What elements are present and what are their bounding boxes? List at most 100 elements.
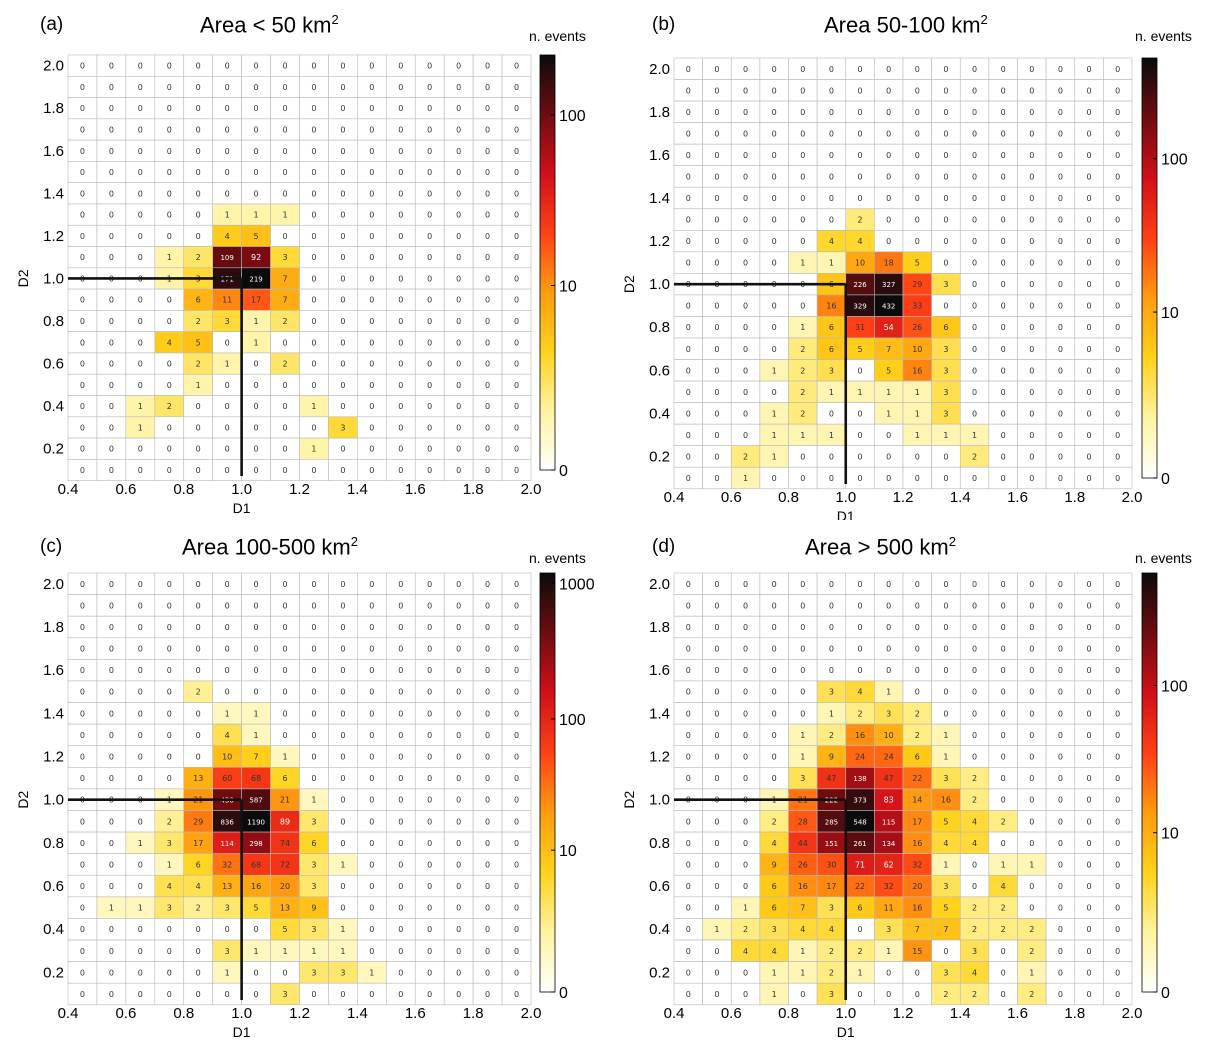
cell-count-label: 0 [196,968,201,977]
y-tick-label: 1.8 [43,619,64,636]
cell-count-label: 0 [225,601,230,610]
cell-count-label: 2 [800,345,805,354]
cell-count-label: 9 [772,860,777,869]
cell-count-label: 20 [912,882,922,891]
cell-count-label: 0 [254,968,259,977]
cell-count-label: 3 [886,709,891,718]
cell-count-label: 7 [943,925,948,934]
cell-count-label: 0 [686,904,691,913]
cell-count-label: 0 [254,62,259,71]
cell-count-label: 0 [196,947,201,956]
cell-count-label: 0 [340,296,345,305]
cell-count-label: 1 [254,709,259,718]
cell-count-label: 0 [1115,237,1120,246]
cell-count-label: 0 [1001,709,1006,718]
cell-count-label: 0 [772,323,777,332]
cell-count-label: 0 [686,452,691,461]
cell-count-label: 0 [1087,904,1092,913]
cell-count-label: 0 [80,253,85,262]
cell-count-label: 0 [915,601,920,610]
cell-count-label: 0 [311,125,316,134]
cell-count-label: 0 [972,237,977,246]
cell-count-label: 0 [743,302,748,311]
cell-count-label: 1 [858,388,863,397]
cell-count-label: 2 [972,904,977,913]
cell-count-label: 0 [1087,753,1092,762]
cell-count-label: 0 [1087,580,1092,589]
cell-count-label: 0 [340,253,345,262]
cell-count-label: 0 [254,445,259,454]
cell-count-label: 1 [800,968,805,977]
x-tick-label: 0.6 [721,1005,742,1022]
cell-count-label: 0 [282,125,287,134]
cell-count-label: 0 [886,129,891,138]
cell-count-label: 0 [427,317,432,326]
cell-count-label: 0 [1029,388,1034,397]
cell-count-label: 1 [167,860,172,869]
cell-count-label: 0 [485,423,490,432]
cell-count-label: 0 [1001,172,1006,181]
cell-count-label: 0 [369,580,374,589]
cell-count-label: 0 [109,580,114,589]
cell-count-label: 0 [943,172,948,181]
cell-count-label: 0 [427,381,432,390]
cell-count-label: 0 [886,580,891,589]
cell-count-label: 1 [886,409,891,418]
cell-count-label: 0 [772,388,777,397]
cell-count-label: 4 [972,968,977,977]
cell-count-label: 0 [282,731,287,740]
cell-count-label: 0 [398,338,403,347]
cell-count-label: 0 [1001,65,1006,74]
cell-count-label: 0 [456,968,461,977]
cell-count-label: 0 [743,709,748,718]
cell-count-label: 0 [456,731,461,740]
cell-count-label: 0 [427,253,432,262]
cell-count-label: 1 [1029,968,1034,977]
cell-count-label: 0 [743,108,748,117]
cell-count-label: 0 [1058,947,1063,956]
cell-count-label: 2 [829,968,834,977]
cell-count-label: 0 [714,904,719,913]
cell-count-label: 0 [369,688,374,697]
cell-count-label: 0 [369,904,374,913]
cell-count-label: 0 [714,65,719,74]
cell-count-label: 0 [196,601,201,610]
cell-count-label: 2 [858,216,863,225]
cell-count-label: 0 [1058,774,1063,783]
cell-count-label: 0 [167,211,172,220]
cell-count-label: 0 [743,345,748,354]
cell-count-label: 0 [1001,580,1006,589]
cell-count-label: 0 [514,947,519,956]
cell-count-label: 0 [369,168,374,177]
cell-count-label: 0 [398,645,403,654]
cell-count-label: 0 [485,189,490,198]
cell-count-label: 0 [167,168,172,177]
cell-count-label: 0 [714,817,719,826]
cell-count-label: 0 [340,147,345,156]
cell-count-label: 0 [109,968,114,977]
y-tick-label: 1.0 [649,792,670,809]
cell-count-label: 2 [1001,904,1006,913]
cell-count-label: 0 [456,817,461,826]
cell-count-label: 0 [340,125,345,134]
cell-count-label: 0 [800,108,805,117]
cell-count-label: 24 [884,753,894,762]
cell-count-label: 0 [398,817,403,826]
cell-count-label: 0 [1029,129,1034,138]
cell-count-label: 0 [427,882,432,891]
cell-count-label: 6 [858,904,863,913]
cell-count-label: 13 [280,904,290,913]
cell-count-label: 0 [714,323,719,332]
cell-count-label: 0 [196,623,201,632]
cell-count-label: 0 [167,104,172,113]
cell-count-label: 0 [829,580,834,589]
cell-count-label: 2 [743,452,748,461]
cell-count-label: 1 [800,323,805,332]
cell-count-label: 0 [1087,688,1092,697]
cell-count-label: 0 [1115,345,1120,354]
x-tick-label: 0.6 [115,1005,136,1022]
cell-count-label: 0 [138,947,143,956]
cell-count-label: 0 [369,189,374,198]
cell-count-label: 0 [456,860,461,869]
cell-count-label: 0 [1029,409,1034,418]
